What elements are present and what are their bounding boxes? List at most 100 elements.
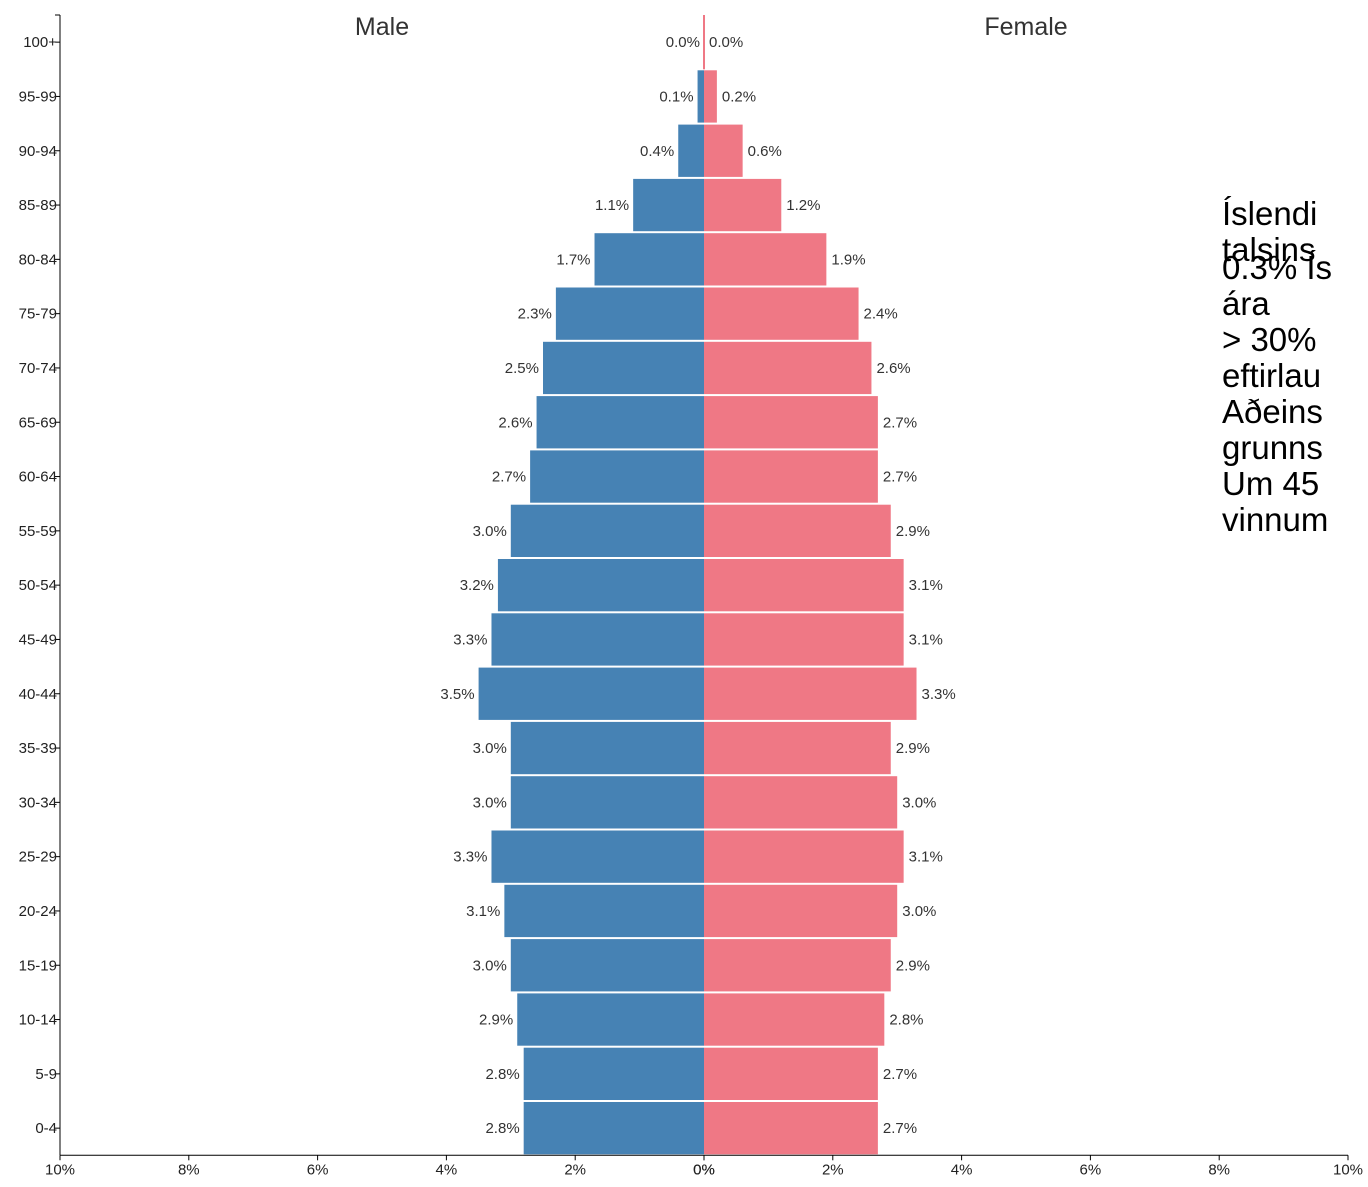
female-bar-80-84	[704, 233, 827, 286]
female-value-label-95-99: 0.2%	[722, 88, 756, 105]
female-value-label-30-34: 3.0%	[902, 794, 936, 811]
y-tick-label-65-69: 65-69	[19, 414, 57, 431]
y-tick-label-45-49: 45-49	[19, 631, 57, 648]
female-value-label-15-19: 2.9%	[896, 957, 930, 974]
male-value-label-55-59: 3.0%	[473, 523, 507, 540]
x-tick-label-8: 4%	[951, 1161, 973, 1178]
y-tick-label-90-94: 90-94	[19, 143, 57, 160]
male-bar-45-49	[491, 613, 704, 666]
female-value-label-10-14: 2.8%	[889, 1012, 923, 1029]
female-bar-65-69	[704, 396, 878, 449]
female-title: Female	[984, 13, 1067, 41]
male-value-label-85-89: 1.1%	[595, 197, 629, 214]
male-bar-30-34	[510, 776, 704, 829]
female-value-label-85-89: 1.2%	[786, 197, 820, 214]
female-bar-10-14	[704, 993, 885, 1046]
female-value-label-75-79: 2.4%	[864, 306, 898, 323]
y-tick-label-95-99: 95-99	[19, 88, 57, 105]
male-bar-35-39	[510, 721, 704, 775]
male-bar-90-94	[678, 124, 704, 177]
female-value-label-5-9: 2.7%	[883, 1066, 917, 1083]
x-tick-label-5: 0%	[693, 1161, 715, 1178]
male-bar-80-84	[594, 233, 704, 286]
male-bar-65-69	[536, 396, 704, 449]
female-value-label-80-84: 1.9%	[831, 251, 865, 268]
male-bar-10-14	[517, 993, 704, 1046]
female-bar-95-99	[704, 70, 717, 123]
side-text-line-2: talsins	[1222, 231, 1316, 268]
male-value-label-35-39: 3.0%	[473, 740, 507, 757]
y-tick-label-80-84: 80-84	[19, 251, 57, 268]
male-bar-50-54	[497, 559, 704, 612]
female-bar-25-29	[704, 830, 904, 883]
female-bar-70-74	[704, 341, 872, 395]
y-tick-label-50-54: 50-54	[19, 577, 57, 594]
male-value-label-15-19: 3.0%	[473, 957, 507, 974]
male-bar-70-74	[543, 341, 704, 395]
y-tick-label-5-9: 5-9	[35, 1066, 57, 1083]
male-value-label-0-4: 2.8%	[485, 1120, 519, 1137]
male-value-label-65-69: 2.6%	[498, 414, 532, 431]
y-tick-label-60-64: 60-64	[19, 469, 57, 486]
x-tick-label-9: 6%	[1080, 1161, 1102, 1178]
y-tick-label-55-59: 55-59	[19, 523, 57, 540]
male-value-label-10-14: 2.9%	[479, 1012, 513, 1029]
y-tick-label-40-44: 40-44	[19, 686, 57, 703]
male-value-label-5-9: 2.8%	[485, 1066, 519, 1083]
male-bar-55-59	[510, 504, 704, 557]
x-tick-label-3: 4%	[436, 1161, 458, 1178]
y-tick-label-75-79: 75-79	[19, 306, 57, 323]
male-value-label-45-49: 3.3%	[453, 631, 487, 648]
female-value-label-65-69: 2.7%	[883, 414, 917, 431]
y-tick-label-25-29: 25-29	[19, 849, 57, 866]
y-tick-label-70-74: 70-74	[19, 360, 57, 377]
male-value-label-95-99: 0.1%	[659, 88, 693, 105]
x-tick-label-4: 2%	[564, 1161, 586, 1178]
female-bar-30-34	[704, 776, 898, 829]
male-bar-40-44	[478, 667, 704, 720]
female-bar-15-19	[704, 939, 891, 992]
female-bar-40-44	[704, 667, 917, 720]
male-bar-5-9	[523, 1047, 704, 1100]
female-value-label-45-49: 3.1%	[909, 631, 943, 648]
x-tick-label-1: 8%	[178, 1161, 200, 1178]
male-value-label-80-84: 1.7%	[556, 251, 590, 268]
female-bar-60-64	[704, 450, 878, 503]
male-value-label-70-74: 2.5%	[505, 360, 539, 377]
side-text-line-9: Um 45	[1222, 465, 1320, 502]
side-text-line-10: vinnum	[1222, 501, 1329, 538]
male-bar-85-89	[633, 178, 704, 232]
female-bar-75-79	[704, 287, 859, 340]
male-value-label-50-54: 3.2%	[460, 577, 494, 594]
male-value-label-90-94: 0.4%	[640, 143, 674, 160]
side-text-line-6: eftirlau	[1222, 357, 1322, 394]
male-bar-75-79	[555, 287, 704, 340]
female-value-label-55-59: 2.9%	[896, 523, 930, 540]
male-value-label-75-79: 2.3%	[518, 306, 552, 323]
y-tick-label-30-34: 30-34	[19, 794, 57, 811]
side-text-line-7: Aðeins	[1222, 393, 1323, 430]
male-value-label-30-34: 3.0%	[473, 794, 507, 811]
male-title: Male	[355, 13, 409, 41]
y-tick-label-100+: 100+	[23, 34, 57, 51]
female-bar-55-59	[704, 504, 891, 557]
female-bar-35-39	[704, 721, 891, 775]
female-bar-0-4	[704, 1102, 878, 1155]
female-value-label-60-64: 2.7%	[883, 469, 917, 486]
male-bar-15-19	[510, 939, 704, 992]
side-text-line-8: grunns	[1222, 429, 1323, 466]
x-tick-label-2: 6%	[307, 1161, 329, 1178]
female-bar-85-89	[704, 178, 782, 232]
side-text-line-4: ára	[1222, 285, 1270, 322]
female-bar-20-24	[704, 884, 898, 938]
x-tick-label-6: 0%	[693, 1161, 715, 1178]
male-bar-25-29	[491, 830, 704, 883]
x-tick-label-7: 2%	[822, 1161, 844, 1178]
male-value-label-100+: 0.0%	[666, 34, 700, 51]
side-text-line-1: Íslendi	[1222, 195, 1318, 232]
female-bar-45-49	[704, 613, 904, 666]
y-tick-label-85-89: 85-89	[19, 197, 57, 214]
female-value-label-90-94: 0.6%	[748, 143, 782, 160]
